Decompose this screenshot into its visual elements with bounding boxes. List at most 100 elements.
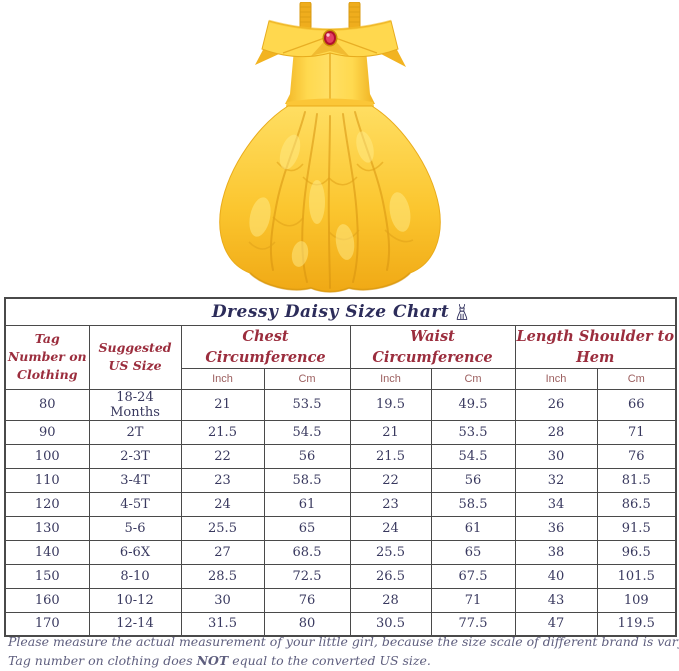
size-value-cell: 12-14 [88,611,182,637]
size-value-cell: 28 [349,587,432,613]
table-row: 100 2-3T 22 56 21.5 54.5 30 76 [4,443,677,469]
size-value-cell: 66 [596,388,677,421]
size-value-cell: 68.5 [263,539,351,565]
chart-title-cell: Dressy Daisy Size Chart [4,297,677,326]
dress-straps [299,1,361,30]
size-value-cell: 28 [514,419,598,445]
size-value-cell: 43 [514,587,598,613]
subheader-waist-cm: Cm [430,367,516,390]
size-value-cell: 23 [349,491,432,517]
size-value-cell: 80 [4,388,90,421]
size-value-cell: 56 [430,467,516,493]
size-value-cell: 130 [4,515,90,541]
size-value-cell: 54.5 [430,443,516,469]
size-value-cell: 19.5 [349,388,432,421]
product-photo-dress [205,1,455,294]
table-row: 90 2T 21.5 54.5 21 53.5 28 71 [4,419,677,445]
size-value-cell: 65 [263,515,351,541]
size-value-cell: 40 [514,563,598,589]
size-value-cell: 71 [596,419,677,445]
size-value-cell: 2T [88,419,182,445]
size-value-cell: 21 [349,419,432,445]
size-value-cell: 22 [349,467,432,493]
table-row: 120 4-5T 24 61 23 58.5 34 86.5 [4,491,677,517]
size-value-cell: 10-12 [88,587,182,613]
size-value-cell: 77.5 [430,611,516,637]
size-value-cell: 21.5 [349,443,432,469]
size-value-cell: 54.5 [263,419,351,445]
size-value-cell: 5-6 [88,515,182,541]
table-header-row: Tag Number on Clothing Suggested US Size… [4,324,677,390]
size-value-cell: 61 [430,515,516,541]
size-value-cell: 53.5 [263,388,351,421]
size-value-cell: 58.5 [263,467,351,493]
col-header-us-size: Suggested US Size [88,324,182,390]
size-value-cell: 23 [180,467,265,493]
subheader-chest-inch: Inch [180,367,265,390]
table-row: 110 3-4T 23 58.5 22 56 32 81.5 [4,467,677,493]
size-value-cell: 150 [4,563,90,589]
size-value-cell: 120 [4,491,90,517]
size-value-cell: 53.5 [430,419,516,445]
note-measure: Please measure the actual measurement of… [8,634,679,649]
col-header-tag-number: Tag Number on Clothing [4,324,90,390]
size-chart-table: Dressy Daisy Size Chart [4,297,677,638]
size-value-cell: 36 [514,515,598,541]
size-value-cell: 72.5 [263,563,351,589]
size-value-cell: 38 [514,539,598,565]
size-value-cell: 170 [4,611,90,637]
dress-illustration [219,1,441,293]
size-value-cell: 96.5 [596,539,677,565]
size-value-cell: 101.5 [596,563,677,589]
size-value-cell: 91.5 [596,515,677,541]
table-title-row: Dressy Daisy Size Chart [4,297,677,326]
size-value-cell: 25.5 [180,515,265,541]
size-value-cell: 86.5 [596,491,677,517]
size-value-cell: 34 [514,491,598,517]
dress-skirt [219,105,441,293]
size-value-cell: 4-5T [88,491,182,517]
size-value-cell: 18-24 Months [88,388,182,421]
size-value-cell: 32 [514,467,598,493]
size-value-cell: 56 [263,443,351,469]
table-row: 140 6-6X 27 68.5 25.5 65 38 96.5 [4,539,677,565]
size-value-cell: 28.5 [180,563,265,589]
size-value-cell: 140 [4,539,90,565]
table-row: 160 10-12 30 76 28 71 43 109 [4,587,677,613]
size-value-cell: 58.5 [430,491,516,517]
table-subheader-row: Inch Cm Inch Cm Inch Cm [5,367,677,390]
size-value-cell: 27 [180,539,265,565]
size-value-cell: 24 [349,515,432,541]
size-value-cell: 160 [4,587,90,613]
subheader-length-inch: Inch [514,367,598,390]
size-value-cell: 30 [180,587,265,613]
size-value-cell: 22 [180,443,265,469]
table-row: 130 5-6 25.5 65 24 61 36 91.5 [4,515,677,541]
table-row: 150 8-10 28.5 72.5 26.5 67.5 40 101.5 [4,563,677,589]
size-value-cell: 30 [514,443,598,469]
footnotes: Please measure the actual measurement of… [8,633,679,671]
table-row: 170 12-14 31.5 80 30.5 77.5 47 119.5 [4,611,677,637]
size-value-cell: 8-10 [88,563,182,589]
size-value-cell: 90 [4,419,90,445]
size-value-cell: 65 [430,539,516,565]
size-value-cell: 76 [263,587,351,613]
size-value-cell: 49.5 [430,388,516,421]
size-value-cell: 6-6X [88,539,182,565]
size-value-cell: 25.5 [349,539,432,565]
size-value-cell: 47 [514,611,598,637]
size-value-cell: 21.5 [180,419,265,445]
col-header-waist: Waist Circumference [349,324,516,369]
size-value-cell: 61 [263,491,351,517]
size-value-cell: 80 [263,611,351,637]
size-value-cell: 76 [596,443,677,469]
size-value-cell: 26 [514,388,598,421]
size-value-cell: 2-3T [88,443,182,469]
size-value-cell: 110 [4,467,90,493]
size-value-cell: 67.5 [430,563,516,589]
size-value-cell: 26.5 [349,563,432,589]
size-value-cell: 109 [596,587,677,613]
size-table-body: 80 18-24 Months 21 53.5 19.5 49.5 26 66 90 2T 21.5… [4,388,677,637]
col-header-chest: Chest Circumference [180,324,351,369]
size-value-cell: 100 [4,443,90,469]
